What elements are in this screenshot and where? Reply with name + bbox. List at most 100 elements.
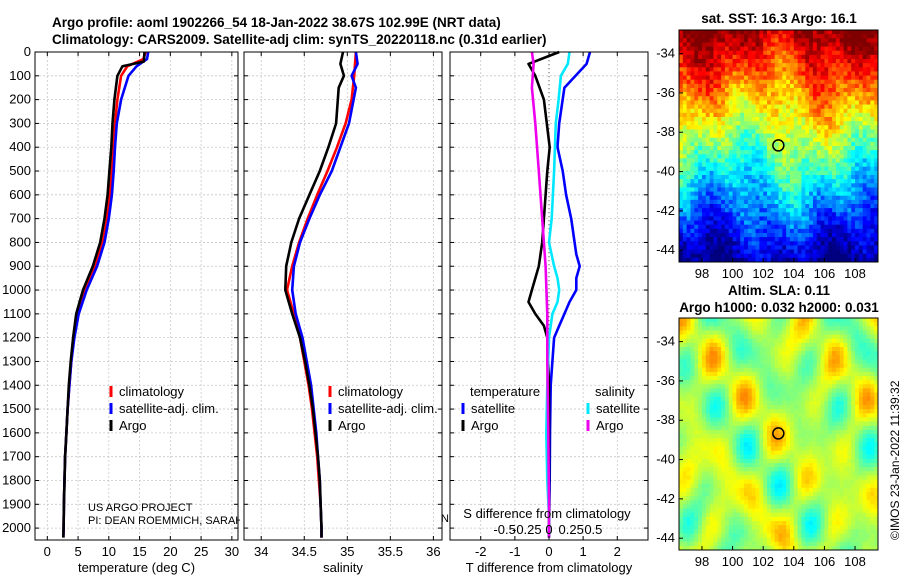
sla_map-cell (721, 342, 726, 348)
sst_map-cell (740, 253, 745, 259)
sst_map-cell (786, 137, 791, 143)
sst_map-cell (744, 104, 749, 110)
sst_map-cell (679, 179, 684, 184)
sla_map-cell (793, 330, 799, 335)
sla_map-cell (694, 388, 699, 393)
sst_map-cell (855, 67, 860, 72)
sst_map-cell (870, 257, 875, 263)
sst_map-cell (724, 170, 730, 176)
sst_map-ytick-label: -34 (656, 46, 675, 61)
sla_map-cell (701, 371, 707, 377)
sst_map-cell (824, 183, 829, 188)
sst_map-cell (782, 117, 787, 122)
sst_map-cell (851, 146, 856, 151)
sst_map-cell (801, 257, 806, 263)
sst_map-cell (770, 166, 776, 172)
sst_map-cell (721, 133, 726, 139)
sst_map-cell (778, 170, 783, 176)
sla_map-cell (847, 351, 852, 356)
sla_map-cell (686, 446, 691, 451)
sla_map-cell (789, 367, 795, 373)
sst_map-cell (717, 88, 722, 93)
sla_map-cell (793, 318, 799, 323)
sla_map-cell (805, 376, 810, 381)
sst_map-cell (759, 183, 764, 188)
sla_map-cell (767, 434, 772, 439)
sst_map-cell (701, 46, 707, 52)
sst_map-cell (717, 187, 722, 192)
sst_map-cell (770, 183, 776, 188)
sla_map-cell (835, 417, 841, 422)
sla_map-cell (732, 417, 737, 422)
sst_map-cell (767, 224, 772, 230)
sst_map-cell (717, 228, 722, 234)
sst_map-cell (816, 141, 821, 147)
sst_map-cell (851, 46, 856, 52)
sst_map-cell (828, 233, 833, 238)
temperature-xtick-label: 30 (225, 544, 239, 559)
sla_map-cell (832, 409, 837, 414)
sla_map-cell (824, 380, 829, 385)
sla_map-cell (679, 359, 684, 364)
sla_map-cell (751, 421, 756, 427)
sla_map-cell (701, 446, 707, 451)
sst_map-cell (709, 42, 714, 47)
sst_map-cell (728, 59, 733, 64)
temperature-xtick-label: 0 (44, 544, 51, 559)
sst_map-cell (843, 100, 848, 105)
sla_map-cell (713, 363, 718, 369)
sst_map-cell (717, 199, 722, 205)
sla_map-cell (812, 392, 818, 398)
sst_map-cell (866, 150, 871, 155)
sst_map-cell (759, 253, 764, 259)
sst_map-cell (816, 179, 821, 184)
sla_map-cell (698, 330, 703, 335)
sst_map-cell (732, 79, 737, 85)
sst_map-cell (705, 112, 711, 118)
sst_map-cell (793, 54, 799, 60)
sst_map-cell (679, 112, 684, 118)
sst_map-cell (870, 187, 875, 192)
sla_map-cell (778, 413, 783, 418)
sst_map-cell (759, 199, 764, 205)
sst_map-cell (778, 50, 783, 56)
sst_map-cell (816, 237, 821, 242)
sst_map-cell (755, 100, 760, 105)
sla_map-cell (686, 405, 691, 410)
sla_map-cell (690, 376, 695, 381)
sst_map-cell (732, 199, 737, 205)
sla_map-cell (694, 342, 699, 348)
sla_map-cell (801, 434, 806, 439)
sla_map-cell (679, 400, 684, 406)
sst_map-cell (870, 249, 875, 255)
sla_map-cell (786, 405, 791, 410)
sla_map-cell (728, 342, 733, 348)
sst_map-cell (713, 158, 718, 163)
sla_map-cell (847, 405, 852, 410)
sst_map-cell (793, 228, 799, 234)
sst_map-cell (816, 75, 821, 81)
sla_map-cell (843, 392, 848, 398)
sst_map-cell (858, 257, 864, 263)
sst_map-cell (728, 224, 733, 230)
sla_map-cell (686, 376, 691, 381)
sla_map-cell (786, 438, 791, 443)
sla_map-cell (705, 450, 711, 456)
sst_map-cell (874, 257, 879, 263)
sla_map-cell (839, 405, 844, 410)
sst_map-cell (774, 158, 779, 163)
sla_map-cell (793, 322, 799, 327)
sla_map-cell (736, 338, 741, 344)
sla_map-cell (866, 359, 871, 364)
sst_map-cell (755, 108, 760, 114)
sst_map-cell (805, 257, 810, 263)
sst_map-cell (793, 162, 799, 168)
sst_map-cell (724, 71, 730, 76)
sst_map-cell (774, 125, 779, 130)
sla_map-cell (682, 396, 688, 402)
sst_map-cell (774, 88, 779, 93)
sst_map-cell (774, 191, 779, 197)
sst_map-cell (862, 54, 867, 60)
sst_map-cell (755, 137, 760, 143)
sst_map-cell (759, 54, 764, 60)
